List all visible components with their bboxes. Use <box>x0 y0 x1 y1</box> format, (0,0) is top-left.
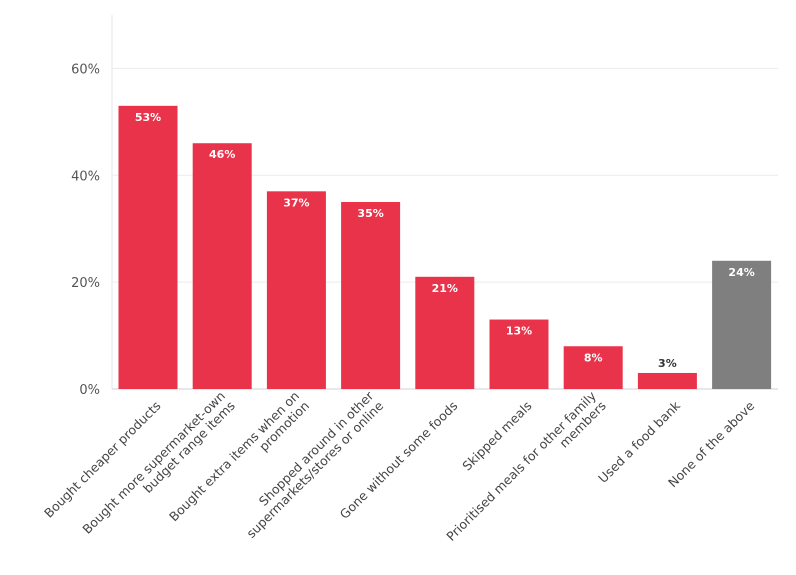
bar-value-label: 13% <box>506 325 532 338</box>
x-tick-label: Shopped around in othersupermarkets/stor… <box>233 388 386 541</box>
bar-value-label: 3% <box>658 357 677 370</box>
x-tick-label: Bought extra items when onpromotion <box>166 388 312 534</box>
bars <box>118 105 772 389</box>
y-tick-label: 20% <box>71 276 100 291</box>
bar-value-label: 37% <box>283 196 309 209</box>
bar <box>415 276 475 389</box>
bar <box>563 346 623 389</box>
svg-text:Used a food bank: Used a food bank <box>595 398 683 486</box>
bar-value-label: 21% <box>432 282 458 295</box>
bar <box>118 105 178 389</box>
y-tick-label: 60% <box>71 62 100 77</box>
y-tick-label: 0% <box>79 383 100 398</box>
bar-value-label: 53% <box>135 111 161 124</box>
y-tick-label: 40% <box>71 169 100 184</box>
bar <box>341 202 401 389</box>
bar <box>637 372 697 389</box>
y-axis-tick-labels: 0% 20% 40% 60% <box>71 62 100 398</box>
svg-text:Shopped around in othersuperma: Shopped around in othersupermarkets/stor… <box>233 388 386 541</box>
bar <box>266 191 326 389</box>
bar <box>712 260 772 389</box>
value-labels: 53% 46% 37% 35% 21% 13% 8% 3% 24% <box>135 111 755 370</box>
svg-text:Bought extra items when onprom: Bought extra items when onpromotion <box>166 388 312 534</box>
bar-value-label: 24% <box>728 266 754 279</box>
bar <box>489 319 549 389</box>
bar-value-label: 46% <box>209 148 235 161</box>
bar <box>192 143 252 389</box>
bar-value-label: 35% <box>357 207 383 220</box>
x-tick-label: Used a food bank <box>595 398 683 486</box>
bar-value-label: 8% <box>584 351 603 364</box>
